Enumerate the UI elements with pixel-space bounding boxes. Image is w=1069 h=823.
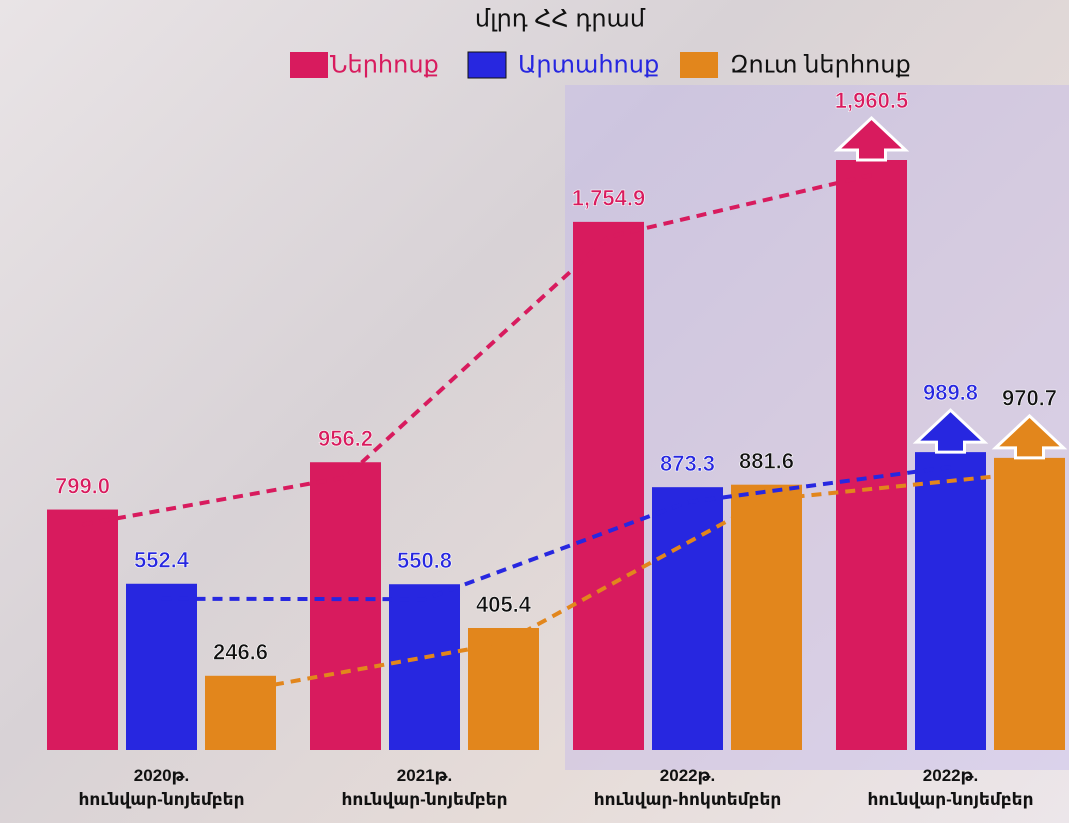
value-label: 881.6 [739,449,794,474]
value-label: 799.0 [55,473,110,498]
bar [310,462,381,750]
bar [994,458,1065,750]
legend-swatch [468,52,506,78]
legend-label: Զուտ ներհոսք [730,51,911,78]
bar [126,584,197,750]
chart: մլրդ ՀՀ դրամ Ներհոսք Արտահոսք Զուտ ներհոսք… [0,0,1069,823]
x-tick-label: 2021թ. հունվար-նոյեմբեր [315,764,535,812]
value-label: 956.2 [318,426,373,451]
bar [389,584,460,750]
legend-label: Ներհոսք [330,51,439,78]
chart-subtitle: մլրդ ՀՀ դրամ [475,5,646,32]
value-label: 970.7 [1002,386,1057,411]
bar [47,510,118,750]
value-label: 246.6 [213,640,268,665]
legend-swatch [290,52,328,78]
value-label: 550.8 [397,548,452,573]
value-label: 405.4 [476,592,532,617]
bar [652,487,723,750]
legend-swatch [680,52,718,78]
value-label: 1,754.9 [572,186,645,211]
value-label: 552.4 [134,548,190,573]
value-label: 873.3 [660,451,715,476]
page: մլրդ ՀՀ դրամ Ներհոսք Արտահոսք Զուտ ներհոսք… [0,0,1069,823]
bar [573,222,644,750]
x-tick-label: 2020թ. հունվար-նոյեմբեր [52,764,272,812]
value-label: 989.8 [923,380,978,405]
legend-label: Արտահոսք [518,51,659,78]
x-tick-label: 2022թ. հունվար-նոյեմբեր [841,764,1061,812]
bar [915,452,986,750]
value-label: 1,960.5 [835,88,908,113]
bar [836,160,907,750]
x-tick-label: 2022թ. հունվար-հոկտեմբեր [578,764,798,812]
bar [731,485,802,750]
